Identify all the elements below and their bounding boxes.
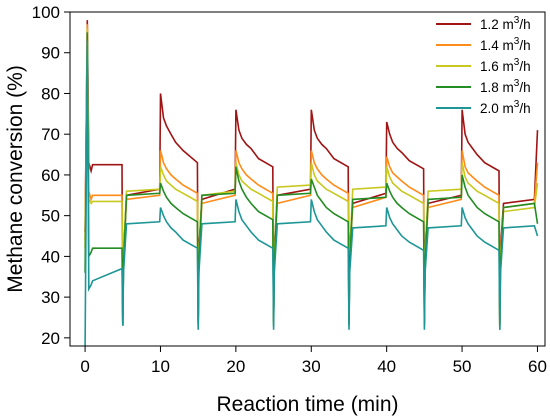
series-line-3 xyxy=(84,28,539,326)
y-tick-label: 90 xyxy=(41,44,60,63)
series-line-4 xyxy=(84,32,539,330)
y-tick-label: 80 xyxy=(41,84,60,103)
x-tick-label: 30 xyxy=(302,357,321,376)
x-axis-title: Reaction time (min) xyxy=(216,393,398,416)
legend: 1.2 m3/h 1.4 m3/h 1.6 m3/h 1.8 m3/h 2.0 m3/h xyxy=(436,15,531,116)
x-tick-label: 60 xyxy=(528,357,547,376)
y-tick-label: 60 xyxy=(41,166,60,185)
series-line-1 xyxy=(84,20,539,326)
y-tick-label: 70 xyxy=(41,125,60,144)
x-tick-label: 50 xyxy=(453,357,472,376)
x-tick-label: 40 xyxy=(377,357,396,376)
legend-label-2: 1.4 m3/h xyxy=(480,36,531,53)
axes: 20 30 40 50 60 70 80 90 100 0 10 20 30 40 50 60 xyxy=(32,3,547,376)
x-tick-label: 20 xyxy=(226,357,245,376)
y-tick-label: 50 xyxy=(41,207,60,226)
y-tick-label: 20 xyxy=(41,329,60,348)
legend-label-3: 1.6 m3/h xyxy=(480,57,531,74)
legend-label-5: 2.0 m3/h xyxy=(480,99,531,116)
x-tick-label: 10 xyxy=(151,357,170,376)
y-tick-label: 30 xyxy=(41,288,60,307)
y-tick-label: 40 xyxy=(41,247,60,266)
y-axis-title: Methane conversion (%) xyxy=(4,65,27,293)
legend-label-4: 1.8 m3/h xyxy=(480,78,531,95)
plot-frame xyxy=(69,11,546,347)
series-line-5 xyxy=(84,40,539,347)
series-line-2 xyxy=(84,24,539,326)
x-tick-label: 0 xyxy=(80,357,89,376)
series-lines xyxy=(84,20,539,347)
y-tick-label: 100 xyxy=(32,3,60,22)
legend-label-1: 1.2 m3/h xyxy=(480,15,531,32)
